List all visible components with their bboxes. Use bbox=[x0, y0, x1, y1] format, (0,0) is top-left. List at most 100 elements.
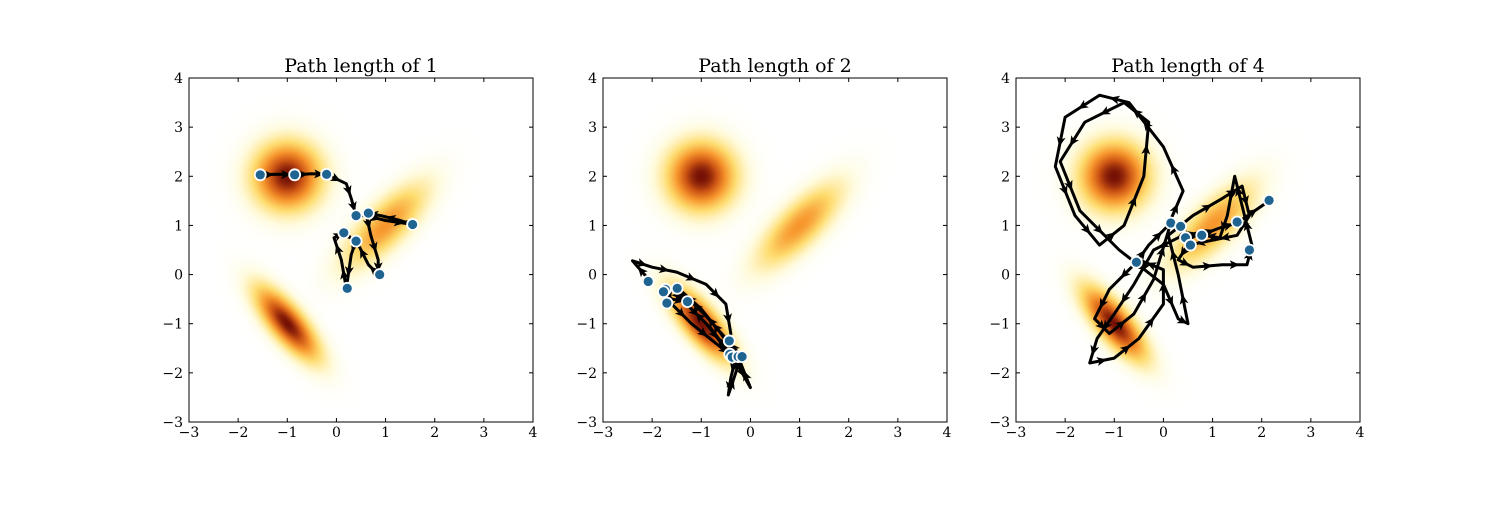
axes-frame bbox=[188, 77, 534, 423]
direction-arrow bbox=[1201, 204, 1213, 214]
sample-point bbox=[670, 281, 684, 295]
direction-arrow bbox=[1064, 179, 1073, 191]
direction-arrow bbox=[1132, 109, 1144, 120]
direction-arrow bbox=[1246, 209, 1258, 219]
direction-arrow bbox=[329, 172, 341, 182]
direction-arrow bbox=[1109, 95, 1121, 105]
direction-arrow bbox=[1096, 357, 1107, 366]
direction-arrow bbox=[1056, 136, 1066, 147]
y-tick-label: −1 bbox=[989, 317, 1010, 333]
panel-1: −3 −2 −1 0 1 2 3 4 −3 −2 −1 0 1 2 3 4 Path length of 1 bbox=[162, 55, 537, 441]
sample-point bbox=[361, 206, 375, 220]
direction-arrow bbox=[1069, 135, 1079, 147]
x-tick-label: 3 bbox=[479, 425, 488, 441]
direction-arrow bbox=[393, 217, 405, 227]
sample-point bbox=[1230, 215, 1244, 229]
x-tick-label: 0 bbox=[332, 425, 341, 441]
y-tick-label: 4 bbox=[174, 71, 183, 87]
x-tick-label: 0 bbox=[1159, 425, 1168, 441]
sample-point bbox=[349, 234, 363, 248]
sample-point bbox=[1184, 238, 1197, 252]
direction-arrow bbox=[1059, 184, 1068, 196]
direction-arrow bbox=[1102, 319, 1113, 331]
direction-arrow bbox=[658, 264, 670, 274]
x-tick-label: 1 bbox=[795, 425, 804, 441]
direction-arrow bbox=[1144, 317, 1155, 328]
sample-point bbox=[349, 209, 363, 223]
direction-arrow bbox=[362, 218, 372, 230]
y-tick-label: 3 bbox=[1001, 120, 1010, 136]
y-tick-label: 1 bbox=[588, 218, 597, 234]
sample-point bbox=[681, 295, 694, 309]
direction-arrow bbox=[1229, 260, 1240, 270]
y-tick-label: 0 bbox=[1001, 268, 1010, 284]
direction-arrow bbox=[1158, 281, 1168, 292]
direction-arrow bbox=[1092, 223, 1104, 234]
direction-arrow bbox=[712, 323, 723, 335]
y-tick-label: −2 bbox=[576, 366, 597, 382]
axes-frame bbox=[602, 77, 948, 423]
direction-arrow bbox=[1158, 238, 1170, 248]
direction-arrow bbox=[1171, 164, 1180, 176]
direction-arrow bbox=[342, 184, 352, 196]
x-tick-label: −1 bbox=[1104, 425, 1125, 441]
y-tick-label: −2 bbox=[989, 366, 1010, 382]
chart-title: Path length of 2 bbox=[698, 55, 851, 77]
direction-arrow bbox=[1235, 186, 1244, 197]
x-tick-label: −2 bbox=[642, 425, 663, 441]
direction-arrow bbox=[1170, 250, 1179, 261]
panel-2: −3 −2 −1 0 1 2 3 4 −3 −2 −1 0 1 2 3 4 Path length of 2 bbox=[576, 55, 951, 441]
direction-arrow bbox=[735, 365, 745, 377]
direction-arrow bbox=[717, 336, 728, 348]
y-tick-label: 3 bbox=[174, 120, 183, 136]
sample-point bbox=[340, 281, 354, 295]
sample-point bbox=[406, 218, 420, 231]
direction-arrow bbox=[1169, 203, 1178, 215]
y-tick-label: 3 bbox=[588, 120, 597, 136]
direction-arrow bbox=[1121, 292, 1131, 304]
direction-arrow bbox=[1240, 194, 1249, 206]
direction-arrow bbox=[1179, 294, 1189, 305]
direction-arrow bbox=[1222, 222, 1234, 232]
sample-point bbox=[288, 168, 302, 182]
chart-title: Path length of 1 bbox=[284, 55, 437, 77]
x-tick-label: 2 bbox=[844, 425, 853, 441]
y-tick-label: −1 bbox=[162, 317, 183, 333]
direction-arrow bbox=[688, 305, 699, 317]
y-tick-label: −3 bbox=[989, 415, 1010, 431]
direction-arrow bbox=[1141, 144, 1151, 155]
x-tick-label: −2 bbox=[1055, 425, 1076, 441]
direction-arrow bbox=[385, 214, 397, 224]
sample-point bbox=[253, 168, 267, 182]
x-tick-label: 2 bbox=[1257, 425, 1266, 441]
direction-arrow bbox=[685, 272, 697, 281]
sample-point bbox=[660, 296, 674, 310]
x-tick-label: 3 bbox=[893, 425, 902, 441]
direction-arrow bbox=[1243, 220, 1253, 232]
y-tick-label: 2 bbox=[588, 169, 597, 185]
sample-point bbox=[337, 226, 351, 240]
sample-point bbox=[373, 268, 387, 281]
direction-arrow bbox=[1078, 99, 1089, 110]
sample-point bbox=[1174, 220, 1188, 233]
y-tick-label: 2 bbox=[1001, 169, 1010, 185]
direction-arrow bbox=[335, 244, 344, 255]
sample-point bbox=[320, 167, 334, 181]
density-heatmap bbox=[603, 78, 947, 422]
direction-arrow bbox=[1105, 232, 1116, 242]
sample-point bbox=[1195, 228, 1209, 242]
x-tick-label: 3 bbox=[1306, 425, 1315, 441]
direction-arrow bbox=[707, 317, 718, 329]
direction-arrow bbox=[1143, 120, 1153, 132]
direction-arrow bbox=[263, 170, 274, 180]
direction-arrow bbox=[696, 326, 708, 337]
panel-3: −3 −2 −1 0 1 2 3 4 −3 −2 −1 0 1 2 3 4 Path length of 4 bbox=[989, 55, 1364, 441]
sample-point bbox=[657, 285, 670, 299]
direction-arrow bbox=[723, 313, 732, 324]
y-tick-label: 4 bbox=[588, 71, 597, 87]
x-tick-label: −1 bbox=[691, 425, 712, 441]
direction-arrow bbox=[674, 307, 686, 318]
sample-point bbox=[735, 350, 749, 364]
x-tick-label: 1 bbox=[381, 425, 390, 441]
sample-point bbox=[641, 275, 655, 288]
